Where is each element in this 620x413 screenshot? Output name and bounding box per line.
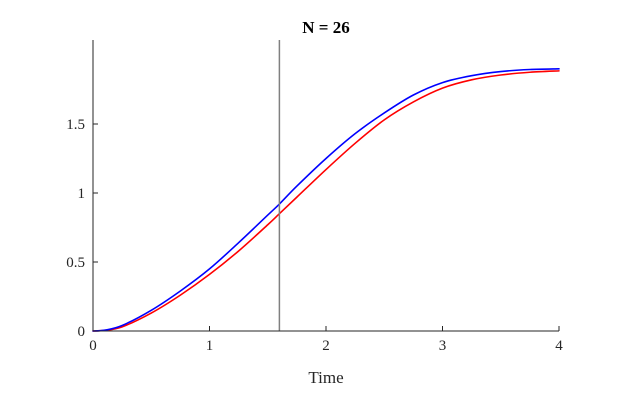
x-tick-label: 3 [439,338,447,354]
series-line-1 [92,68,560,332]
y-tick-label: 0.5 [66,255,85,271]
y-tick-label: 0 [78,324,86,340]
y-tick-label: 1 [78,186,86,202]
x-tick-label: 0 [89,338,97,354]
y-tick-label: 1.5 [66,117,85,133]
x-tick-label: 2 [322,338,330,354]
axes-layer: 0 1 2 3 4 0 0.5 1 1.5 [66,40,563,354]
series-layer [92,68,560,332]
chart-title: N = 26 [302,18,349,37]
x-tick-label: 1 [206,338,214,354]
x-axis-label: Time [308,368,343,387]
x-tick-label: 4 [555,338,563,354]
series-line-2 [92,70,560,332]
